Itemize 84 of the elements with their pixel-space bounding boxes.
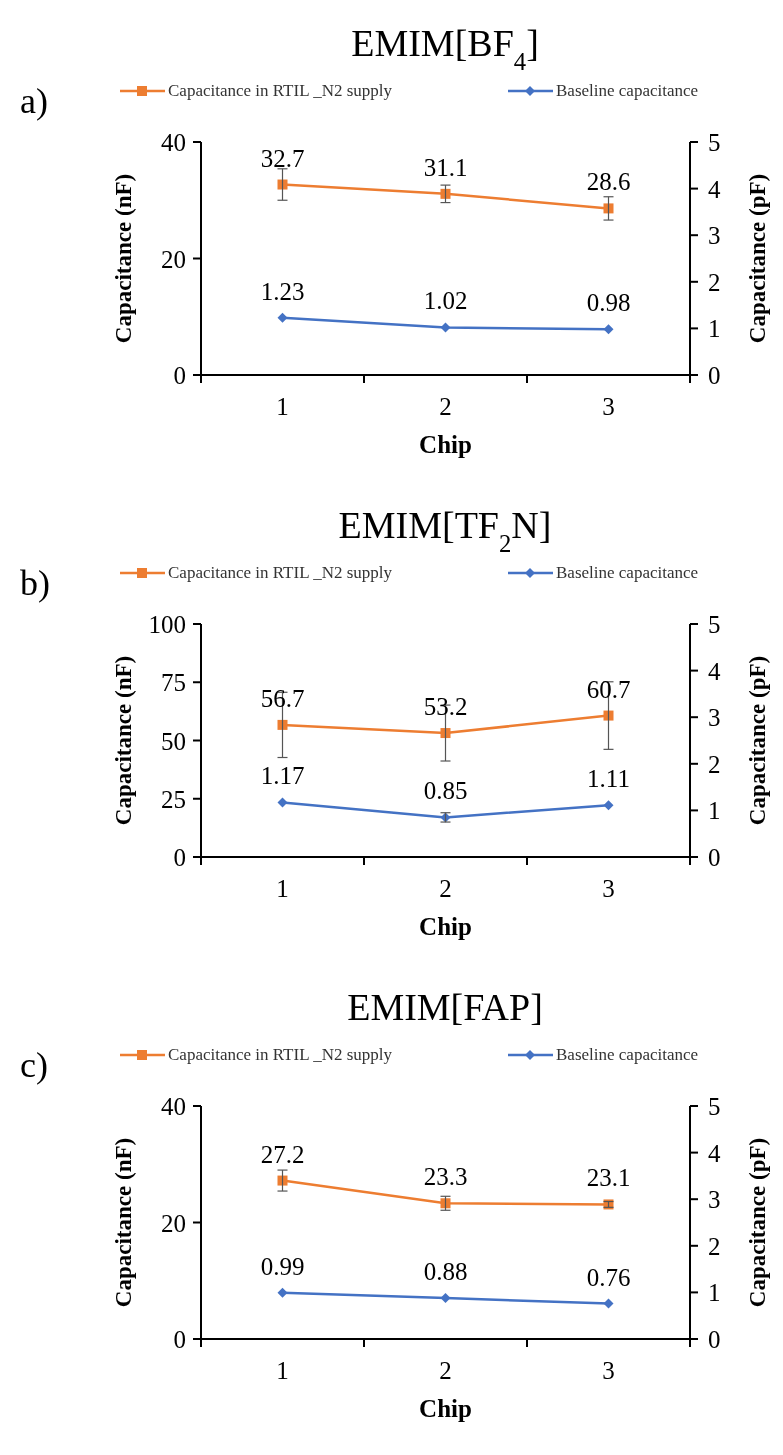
y-tick-label: 100 — [148, 611, 186, 638]
legend-label: Capacitance in RTIL _N2 supply — [168, 81, 393, 100]
x-tick-label: 1 — [276, 875, 289, 902]
y2-tick-label: 0 — [708, 1326, 721, 1353]
y-tick-label: 50 — [161, 727, 186, 755]
y-tick-label: 0 — [173, 1326, 186, 1353]
legend-label: Capacitance in RTIL _N2 supply — [168, 1045, 393, 1064]
point — [277, 1175, 288, 1186]
y2-tick-label: 0 — [708, 844, 721, 871]
point — [277, 179, 288, 190]
data-label: 0.98 — [586, 289, 631, 317]
y-tick-label: 0 — [173, 362, 186, 389]
y2-axis-title: Capacitance (pF) — [745, 655, 770, 826]
point — [603, 203, 614, 214]
legend-label: Baseline capacitance — [556, 563, 699, 582]
data-label: 1.23 — [260, 277, 305, 305]
y2-axis-title: Capacitance (pF) — [745, 1137, 770, 1308]
y-tick-label: 40 — [161, 129, 186, 156]
data-label: 0.85 — [423, 777, 468, 805]
y2-tick-label: 4 — [708, 1139, 721, 1167]
text: b) — [20, 563, 50, 603]
y2-tick-label: 1 — [708, 797, 721, 825]
y-axis-title: Capacitance (nF) — [111, 1137, 136, 1308]
data-label: 23.1 — [586, 1164, 631, 1192]
data-label: 1.17 — [260, 762, 305, 790]
y-tick-label: 20 — [161, 245, 186, 273]
legend-label: Baseline capacitance — [556, 81, 699, 100]
y2-tick-label: 4 — [708, 175, 721, 203]
y-tick-label: 20 — [161, 1209, 186, 1237]
x-tick-label: 2 — [439, 875, 452, 902]
y-tick-label: 25 — [161, 785, 186, 813]
y2-tick-label: 2 — [708, 1232, 721, 1260]
legend-label: Capacitance in RTIL _N2 supply — [168, 563, 393, 582]
text: a) — [20, 81, 48, 121]
text: c) — [20, 1045, 48, 1085]
data-label: 23.3 — [423, 1163, 468, 1191]
y2-tick-label: 3 — [708, 1186, 721, 1214]
y2-tick-label: 2 — [708, 750, 721, 778]
chart-title: EMIM[FAP] — [347, 986, 543, 1028]
point — [440, 728, 451, 739]
data-label: 32.7 — [260, 144, 305, 172]
data-label: 1.11 — [587, 765, 630, 793]
data-label: 0.76 — [586, 1263, 631, 1291]
data-label: 0.99 — [260, 1252, 305, 1280]
chart-title: EMIM[TF$_{2}$N] — [338, 504, 552, 557]
y2-tick-label: 3 — [708, 704, 721, 732]
data-label: 31.1 — [423, 153, 468, 181]
y2-tick-label: 1 — [708, 1279, 721, 1307]
y2-tick-label: 0 — [708, 362, 721, 389]
y-axis-title: Capacitance (nF) — [111, 655, 136, 826]
x-axis-title: Chip — [419, 431, 472, 458]
data-label: 1.02 — [423, 287, 468, 315]
x-tick-label: 1 — [276, 1357, 289, 1384]
x-axis-title: Chip — [419, 1395, 472, 1422]
x-tick-label: 1 — [276, 393, 289, 420]
y2-tick-label: 3 — [708, 222, 721, 250]
x-tick-label: 3 — [602, 875, 615, 902]
x-axis-title: Chip — [419, 913, 472, 940]
y2-tick-label: 4 — [708, 657, 721, 685]
y2-axis-title: Capacitance (pF) — [745, 173, 770, 344]
data-label: 27.2 — [260, 1140, 305, 1168]
x-tick-label: 3 — [602, 1357, 615, 1384]
x-tick-label: 2 — [439, 1357, 452, 1384]
chart-title: EMIM[BF$_{4}$] — [351, 22, 539, 75]
y2-tick-label: 2 — [708, 268, 721, 296]
y2-tick-label: 5 — [708, 611, 721, 638]
y2-tick-label: 5 — [708, 129, 721, 156]
y-tick-label: 75 — [161, 669, 186, 697]
y-tick-label: 0 — [173, 844, 186, 871]
data-label: 28.6 — [586, 168, 631, 196]
point — [603, 710, 614, 721]
x-tick-label: 3 — [602, 393, 615, 420]
y2-tick-label: 5 — [708, 1093, 721, 1120]
y2-tick-label: 1 — [708, 315, 721, 343]
data-label: 0.88 — [423, 1257, 468, 1285]
y-tick-label: 40 — [161, 1093, 186, 1120]
point — [277, 719, 288, 730]
point — [603, 800, 614, 811]
data-label: 53.2 — [423, 693, 468, 721]
y-axis-title: Capacitance (nF) — [111, 173, 136, 344]
x-tick-label: 2 — [439, 393, 452, 420]
point — [277, 797, 288, 808]
legend-label: Baseline capacitance — [556, 1045, 699, 1064]
point — [440, 188, 451, 199]
